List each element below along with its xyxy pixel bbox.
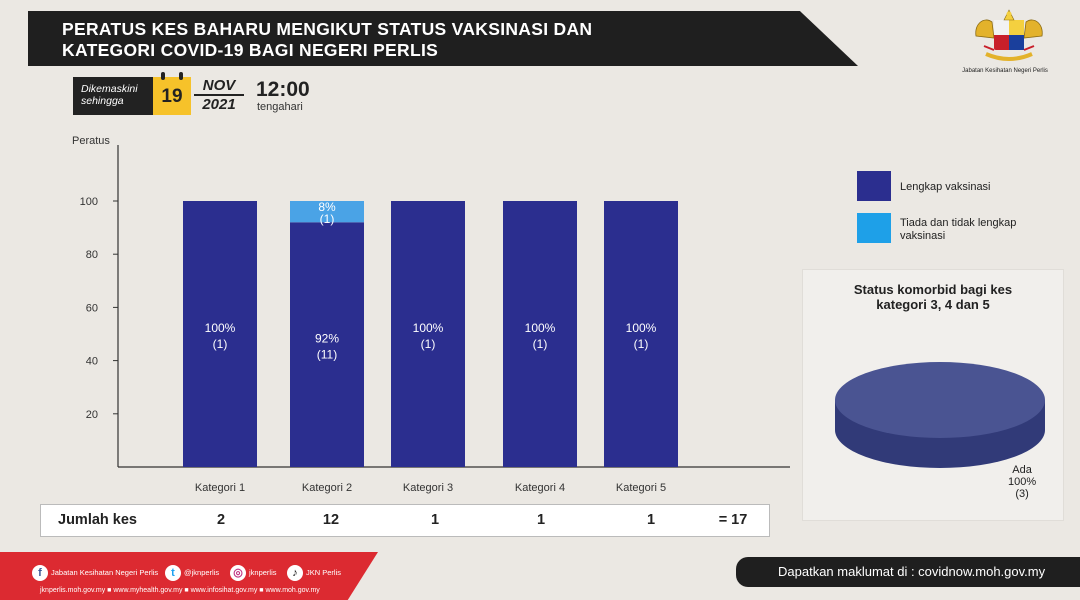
- pie-slice-label: Ada 100% (3): [1008, 464, 1036, 500]
- bar-pct-label: 100%: [525, 321, 556, 335]
- update-label: Dikemaskini sehingga: [73, 77, 153, 115]
- social-tiktok[interactable]: ♪ JKN Perlis: [287, 562, 341, 584]
- update-month: NOV: [194, 77, 244, 96]
- title-banner: [28, 11, 858, 66]
- coat-of-arms-logo: [975, 9, 1043, 61]
- tiktok-icon: ♪: [287, 565, 303, 582]
- social-facebook-text: Jabatan Kesihatan Negeri Perlis: [51, 568, 159, 577]
- y-tick-label: 80: [86, 249, 98, 261]
- bar-lengkap-4: [503, 201, 577, 467]
- footer-info[interactable]: Dapatkan maklumat di : covidnow.moh.gov.…: [736, 557, 1080, 587]
- pie-slice-label-pct: 100%: [1008, 476, 1037, 488]
- bar-count-label: (11): [317, 348, 337, 362]
- pie-slice-ada: [835, 362, 1045, 438]
- social-twitter-text: @jknperlis: [184, 568, 220, 577]
- y-tick-label: 40: [86, 356, 98, 368]
- bar-lengkap-1: [183, 201, 257, 467]
- instagram-icon: ◎: [230, 565, 246, 582]
- bar-lengkap-2: [290, 222, 364, 467]
- y-tick-label: 100: [80, 196, 98, 208]
- social-instagram-text: jknperlis: [249, 568, 277, 577]
- bar-pct-label: 100%: [413, 321, 444, 335]
- comorbid-title-line2: kategori 3, 4 dan 5: [876, 297, 990, 312]
- bar-lengkap-5: [604, 201, 678, 467]
- x-tick-label: Kategori 4: [515, 482, 565, 494]
- bar-count-label: (1): [634, 337, 649, 351]
- x-tick-label: Kategori 3: [403, 482, 453, 494]
- update-day-value: 19: [161, 86, 183, 107]
- bar-lengkap-3: [391, 201, 465, 467]
- footer-social-bar: [0, 552, 378, 600]
- social-tiktok-text: JKN Perlis: [306, 568, 342, 577]
- total-kategori-4: 1: [536, 512, 546, 528]
- title-line-2: KATEGORI COVID-19 BAGI NEGERI PERLIS: [62, 40, 439, 60]
- totals-row: Jumlah kes 2 12 1 1 1 = 17: [40, 504, 770, 537]
- update-time-note: tengahari: [257, 101, 303, 113]
- x-tick-label: Kategori 5: [616, 482, 666, 494]
- bar-pct-label: 100%: [205, 321, 236, 335]
- bar-pct-label: 92%: [315, 332, 339, 346]
- comorbid-pie-chart: [835, 362, 1045, 468]
- bar-count-label: (1): [421, 337, 436, 351]
- total-kategori-3: 1: [430, 512, 440, 528]
- calendar-ring-icon: [161, 72, 165, 80]
- bar-pct-label: 100%: [626, 321, 657, 335]
- bar-count-label: (1): [320, 212, 335, 226]
- bar-count-label: (1): [213, 337, 228, 351]
- x-tick-label: Kategori 1: [195, 482, 245, 494]
- facebook-icon: f: [32, 565, 48, 582]
- stacked-bar-chart: Peratus 20 40 60 80 100 100% (1) Kategori 1 92% (1…: [72, 135, 790, 494]
- bar-tiada-2: [290, 201, 364, 223]
- update-time: 12:00: [256, 78, 310, 101]
- y-axis-title: Peratus: [72, 135, 110, 147]
- social-facebook[interactable]: f Jabatan Kesihatan Negeri Perlis: [32, 562, 158, 584]
- legend-swatch-tiada: [857, 213, 891, 243]
- update-month-year: NOV 2021: [194, 77, 244, 115]
- page-title: PERATUS KES BAHARU MENGIKUT STATUS VAKSI…: [62, 19, 822, 61]
- pie-slice-label-count: (3): [1015, 488, 1029, 500]
- update-label-line2: sehingga: [81, 95, 124, 107]
- total-kategori-2: 12: [322, 512, 340, 528]
- comorbid-title-line1: Status komorbid bagi kes: [853, 282, 1013, 297]
- bar-pct-label: 8%: [318, 200, 336, 214]
- bar-count-label: (1): [533, 337, 548, 351]
- grand-total: = 17: [718, 512, 748, 528]
- comorbid-pie-card: Status komorbid bagi kes kategori 3, 4 d…: [803, 270, 1063, 520]
- update-year: 2021: [202, 96, 236, 113]
- total-kategori-1: 2: [216, 512, 226, 528]
- y-tick-label: 60: [86, 302, 98, 314]
- twitter-icon: t: [165, 565, 181, 582]
- update-label-line1: Dikemaskini: [81, 83, 138, 95]
- legend-label-tiada: Tiada dan tidak lengkap vaksinasi: [900, 217, 1017, 242]
- social-instagram[interactable]: ◎ jknperlis: [230, 562, 277, 584]
- department-name: Jabatan Kesihatan Negeri Perlis: [962, 68, 1048, 74]
- legend-swatch-lengkap: [857, 171, 891, 201]
- y-tick-label: 20: [86, 409, 98, 421]
- x-tick-label: Kategori 2: [302, 482, 352, 494]
- total-kategori-5: 1: [646, 512, 656, 528]
- calendar-ring-icon: [179, 72, 183, 80]
- social-twitter[interactable]: t @jknperlis: [165, 562, 219, 584]
- pie-slice-label-name: Ada: [1012, 464, 1032, 476]
- legend-label-lengkap: Lengkap vaksinasi: [900, 181, 991, 193]
- title-line-1: PERATUS KES BAHARU MENGIKUT STATUS VAKSI…: [62, 19, 593, 39]
- totals-label: Jumlah kes: [58, 512, 137, 528]
- update-day: 19: [153, 72, 191, 115]
- footer-urls[interactable]: jknperlis.moh.gov.my ■ www.myhealth.gov.…: [40, 587, 320, 594]
- comorbid-title: Status komorbid bagi kes kategori 3, 4 d…: [803, 282, 1063, 312]
